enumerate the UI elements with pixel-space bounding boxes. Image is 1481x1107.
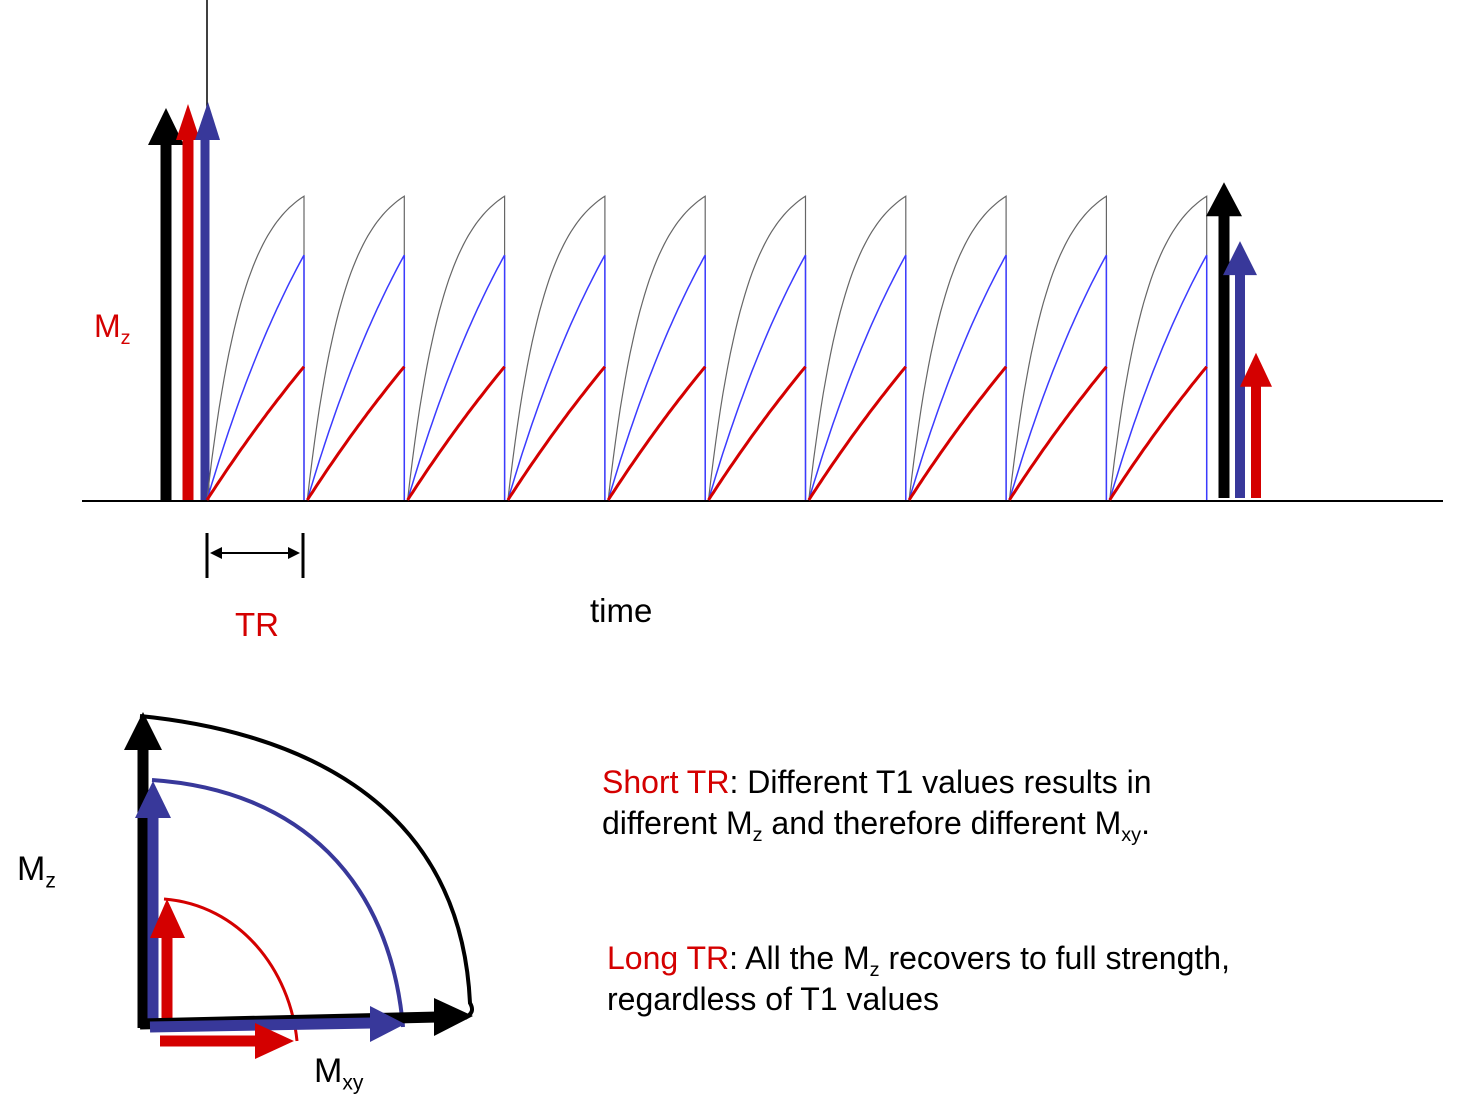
mz-vector-blue (135, 781, 171, 1028)
recovery-curve-blue-5 (607, 254, 706, 501)
recovery-curve-red-6 (707, 365, 807, 501)
mz-axis-label-bottom: Mz (17, 850, 56, 893)
final-mz-arrow-black (1206, 182, 1242, 498)
recovery-curve-black-3 (407, 195, 506, 501)
arc-black (139, 714, 475, 1020)
recovery-curve-red-10 (1108, 365, 1208, 501)
mxy-vector-red (160, 1023, 294, 1059)
initial-mz-arrow-black (148, 108, 184, 500)
mxy-axis-label: Mxy (314, 1052, 364, 1095)
long-tr-line2: regardless of T1 values (607, 981, 940, 1017)
recovery-curve-black-8 (908, 195, 1007, 501)
long-tr-line1: Long TR: All the Mz recovers to full str… (607, 940, 1230, 981)
recovery-curve-red-2 (306, 365, 406, 501)
mz-vector-red (150, 899, 185, 1028)
recovery-curve-red-8 (907, 365, 1008, 501)
recovery-curve-red-9 (1008, 365, 1108, 501)
recovery-curve-blue-2 (306, 254, 406, 501)
recovery-curve-blue-4 (507, 254, 606, 501)
recovery-curve-black-4 (507, 195, 606, 501)
initial-mz-arrow-red (176, 104, 200, 500)
recovery-curve-red-4 (506, 365, 607, 501)
long-tr-highlight: Long TR (607, 940, 730, 976)
final-mz-arrow-blue (1223, 241, 1257, 498)
short-tr-line2: different Mz and therefore different Mxy… (602, 805, 1150, 846)
recovery-curve-blue-7 (808, 254, 907, 501)
recovery-curve-red-5 (606, 365, 707, 501)
short-tr-line1: Short TR: Different T1 values results in (602, 764, 1152, 800)
tr-interval-bracket (205, 533, 305, 578)
recovery-curve-blue-6 (707, 254, 807, 501)
recovery-curve-blue-8 (908, 254, 1007, 501)
recovery-curve-blue-3 (406, 254, 506, 501)
recovery-curve-black-7 (808, 195, 907, 501)
long-tr-explanation: Long TR: All the Mz recovers to full str… (607, 938, 1230, 1020)
recovery-curve-blue-9 (1008, 254, 1108, 501)
recovery-curves (205, 195, 1208, 501)
final-mz-arrow-red (1240, 352, 1272, 498)
recovery-curve-black-1 (206, 195, 305, 501)
short-tr-explanation: Short TR: Different T1 values results in… (602, 762, 1152, 846)
initial-mz-arrow-blue (195, 102, 220, 500)
tr-label: TR (235, 606, 279, 643)
arc-blue (151, 778, 405, 1028)
recovery-curve-black-2 (306, 195, 405, 501)
recovery-curve-red-1 (205, 365, 306, 501)
mxy-vector-blue (149, 1006, 405, 1042)
time-axis-label: time (590, 592, 653, 629)
recovery-curve-black-6 (707, 195, 807, 501)
short-tr-highlight: Short TR (602, 764, 730, 800)
arc-red (163, 897, 299, 1042)
recovery-curve-black-9 (1008, 195, 1107, 501)
recovery-curve-red-7 (807, 365, 907, 501)
final-mz-arrows (1206, 182, 1272, 498)
recovery-curve-blue-10 (1108, 254, 1208, 501)
mz-axis-label-top: Mz (94, 308, 131, 349)
recovery-curve-red-3 (406, 365, 506, 501)
recovery-curve-black-5 (607, 195, 706, 501)
mz-recovery-plot (82, 0, 1443, 578)
recovery-curve-black-10 (1109, 195, 1208, 501)
recovery-curve-blue-1 (206, 254, 305, 501)
mz-vector-black (124, 712, 162, 1028)
